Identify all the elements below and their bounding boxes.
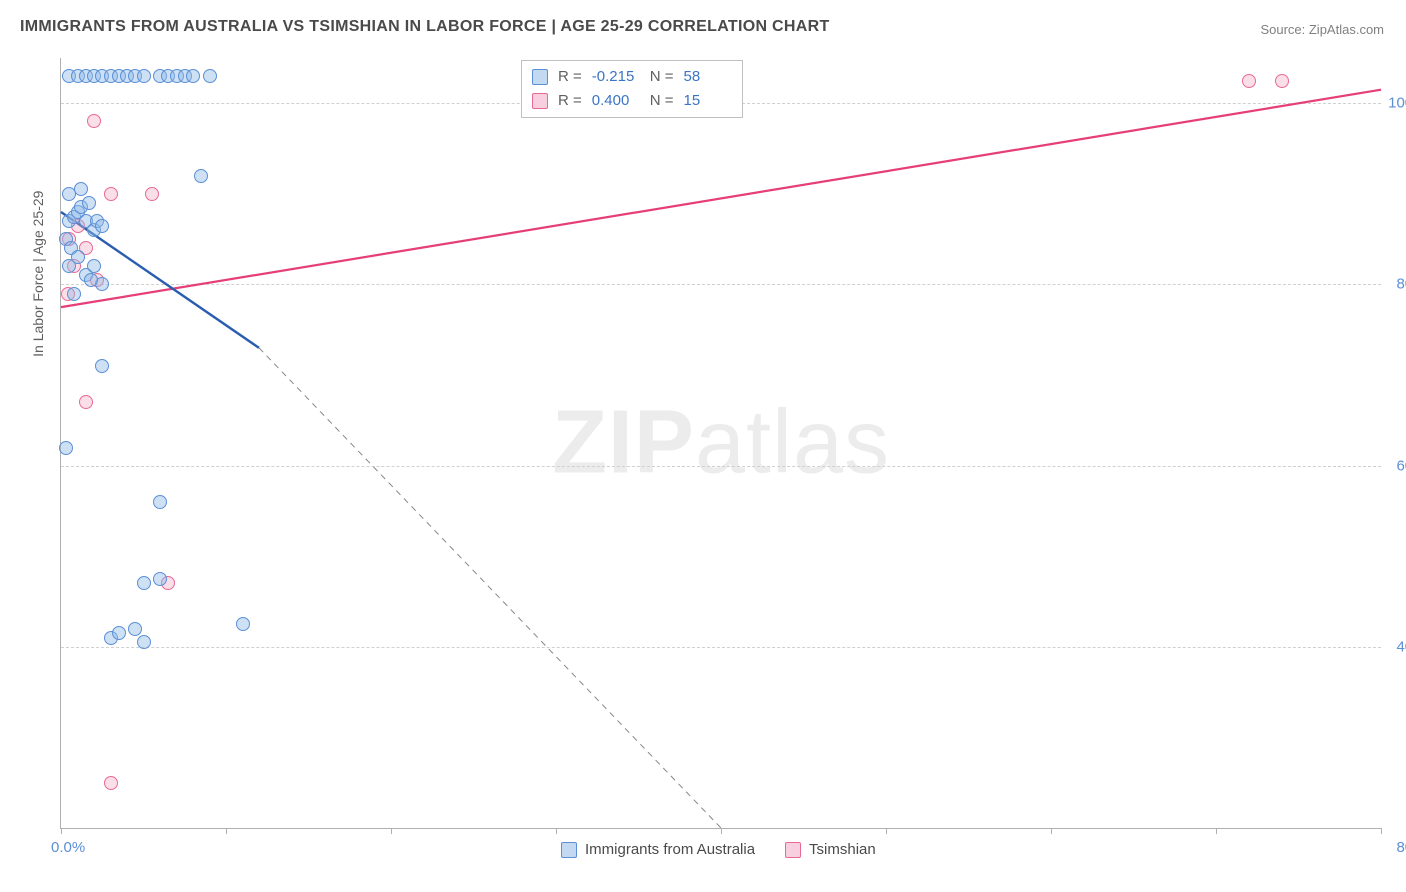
data-point [128, 622, 142, 636]
data-point [112, 626, 126, 640]
data-point [203, 69, 217, 83]
plot-area: ZIPatlas 40.0%60.0%80.0%100.0% R = -0.21… [60, 58, 1381, 829]
data-point [145, 187, 159, 201]
data-point [104, 187, 118, 201]
r-label: R = [558, 89, 582, 113]
data-point [87, 259, 101, 273]
data-point [137, 576, 151, 590]
chart-title: IMMIGRANTS FROM AUSTRALIA VS TSIMSHIAN I… [20, 18, 830, 36]
data-point [59, 441, 73, 455]
source-label: Source: ZipAtlas.com [1260, 22, 1384, 37]
data-point [67, 287, 81, 301]
x-tick [61, 828, 62, 834]
r-label: R = [558, 65, 582, 89]
x-tick [1381, 828, 1382, 834]
series-legend: Immigrants from Australia Tsimshian [561, 841, 876, 858]
correlation-legend: R = -0.215 N = 58 R = 0.400 N = 15 [521, 60, 743, 118]
data-point [104, 776, 118, 790]
data-point [153, 572, 167, 586]
data-point [79, 395, 93, 409]
r-value-b: 0.400 [592, 89, 640, 113]
data-point [95, 359, 109, 373]
n-value-a: 58 [684, 65, 732, 89]
data-point [84, 273, 98, 287]
y-tick-label: 40.0% [1396, 638, 1406, 655]
x-tick [391, 828, 392, 834]
data-point [236, 617, 250, 631]
n-label: N = [650, 65, 674, 89]
data-point [186, 69, 200, 83]
x-tick [886, 828, 887, 834]
y-tick-label: 100.0% [1388, 95, 1406, 112]
data-point [1242, 74, 1256, 88]
regression-lines [61, 58, 1381, 828]
data-point [82, 196, 96, 210]
x-tick [226, 828, 227, 834]
x-tick [721, 828, 722, 834]
data-point [153, 495, 167, 509]
series-b-label: Tsimshian [809, 841, 876, 858]
y-tick-label: 60.0% [1396, 457, 1406, 474]
data-point [137, 635, 151, 649]
x-tick-right: 80.0% [1396, 839, 1406, 856]
r-value-a: -0.215 [592, 65, 640, 89]
data-point [71, 250, 85, 264]
legend-row-b: R = 0.400 N = 15 [532, 89, 732, 113]
swatch-a-icon [532, 69, 548, 85]
x-tick [556, 828, 557, 834]
x-tick-left: 0.0% [51, 839, 85, 856]
x-tick [1216, 828, 1217, 834]
legend-row-a: R = -0.215 N = 58 [532, 65, 732, 89]
swatch-b-icon [785, 842, 801, 858]
data-point [137, 69, 151, 83]
n-value-b: 15 [684, 89, 732, 113]
data-point [194, 169, 208, 183]
data-point [1275, 74, 1289, 88]
n-label: N = [650, 89, 674, 113]
swatch-a-icon [561, 842, 577, 858]
data-point [74, 182, 88, 196]
y-axis-label: In Labor Force | Age 25-29 [30, 191, 46, 357]
legend-item-a: Immigrants from Australia [561, 841, 755, 858]
series-a-label: Immigrants from Australia [585, 841, 755, 858]
swatch-b-icon [532, 93, 548, 109]
y-tick-label: 80.0% [1396, 276, 1406, 293]
x-tick [1051, 828, 1052, 834]
legend-item-b: Tsimshian [785, 841, 876, 858]
data-point [95, 219, 109, 233]
data-point [87, 114, 101, 128]
